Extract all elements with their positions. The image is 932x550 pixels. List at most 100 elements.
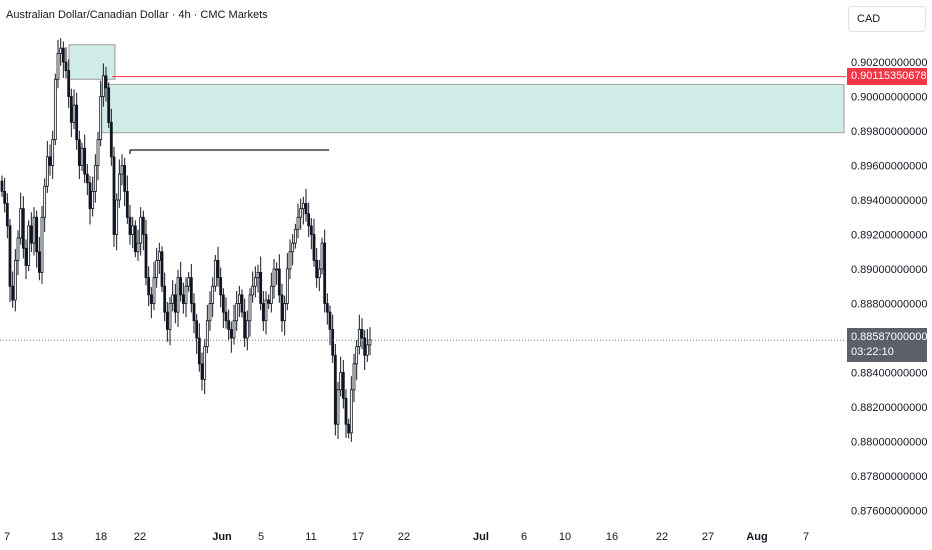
candle-body xyxy=(285,268,289,304)
candle-body xyxy=(141,216,145,235)
candle-body xyxy=(107,87,111,123)
candle-body xyxy=(160,251,164,287)
candle-body xyxy=(216,259,220,279)
candle-body xyxy=(123,165,127,192)
candle-body xyxy=(99,96,103,141)
candle-body xyxy=(261,303,265,322)
candle-body xyxy=(83,147,87,175)
candle-body xyxy=(112,156,116,235)
candle-body xyxy=(181,294,185,304)
candle-body xyxy=(320,242,324,270)
candle-body xyxy=(208,303,212,322)
candle-body xyxy=(53,78,57,141)
candle-body xyxy=(315,259,319,279)
candle-body xyxy=(211,285,215,304)
candle-body xyxy=(245,320,249,339)
candle-body xyxy=(323,242,327,304)
candle-body xyxy=(360,328,364,339)
candle-body xyxy=(264,299,268,322)
y-tick-label: 0.89200000000 xyxy=(851,230,927,242)
candle-body xyxy=(280,294,284,322)
candle-body xyxy=(227,320,231,330)
candle-body xyxy=(288,251,292,270)
x-tick-label: Aug xyxy=(746,531,767,543)
candle-body xyxy=(192,303,196,322)
candle-body xyxy=(115,199,119,235)
candle-body xyxy=(283,303,287,322)
y-tick-label: 0.87800000000 xyxy=(851,471,927,483)
candle-body xyxy=(296,216,300,230)
candle-body xyxy=(221,294,225,313)
candle-body xyxy=(165,311,169,330)
candle-body xyxy=(149,294,153,304)
candle-body xyxy=(269,285,273,304)
candle-body xyxy=(8,225,12,287)
candle-body xyxy=(219,277,223,296)
x-tick-label: 13 xyxy=(51,531,63,543)
candle-body xyxy=(19,208,23,239)
candle-body xyxy=(197,337,201,365)
candle-body xyxy=(133,225,137,253)
candle-body xyxy=(96,139,100,166)
candle-body xyxy=(235,303,239,322)
candle-body xyxy=(355,346,359,365)
candle-body xyxy=(61,47,65,63)
x-tick-label: 10 xyxy=(559,531,571,543)
candle-body xyxy=(205,320,209,348)
candle-body xyxy=(5,203,9,227)
candle-body xyxy=(93,165,97,192)
candle-body xyxy=(27,225,31,266)
y-tick-label: 0.90000000000 xyxy=(851,92,927,104)
candle-body xyxy=(309,225,313,235)
current-price-tag: 0.88587000000 03:22:10 xyxy=(847,328,927,362)
x-tick-label: 17 xyxy=(352,531,364,543)
candle-body xyxy=(328,311,332,330)
countdown-timer: 03:22:10 xyxy=(851,346,894,358)
y-tick-label: 0.88400000000 xyxy=(851,368,927,380)
candle-body xyxy=(120,165,124,175)
candle-body xyxy=(144,234,148,279)
currency-button[interactable]: CAD xyxy=(848,6,926,32)
candle-body xyxy=(365,344,369,356)
candle-body xyxy=(237,294,241,304)
candle-body xyxy=(195,320,199,339)
candle-body xyxy=(67,70,71,97)
candle-body xyxy=(85,173,89,184)
candle-body xyxy=(11,285,15,301)
candle-body xyxy=(291,242,295,253)
candle-body xyxy=(125,190,129,218)
chart-title: Australian Dollar/Canadian Dollar · 4h ·… xyxy=(6,9,268,21)
candle-body xyxy=(128,216,132,235)
candle-body xyxy=(368,339,372,346)
candle-body xyxy=(267,299,271,304)
x-tick-label: 27 xyxy=(702,531,714,543)
candle-body xyxy=(203,346,207,380)
candle-body xyxy=(317,268,321,279)
candle-body xyxy=(347,423,351,434)
candle-body xyxy=(336,389,340,425)
x-tick-label: 7 xyxy=(4,531,10,543)
x-tick-label: 6 xyxy=(521,531,527,543)
candle-body xyxy=(272,268,276,287)
x-tick-label: 7 xyxy=(803,531,809,543)
candle-body xyxy=(304,203,308,215)
candle-body xyxy=(200,363,204,380)
candle-body xyxy=(331,328,335,356)
supply-zone-upper xyxy=(68,44,116,80)
candle-body xyxy=(184,285,188,304)
candle-body xyxy=(333,354,337,425)
candle-body xyxy=(339,372,343,391)
candle-body xyxy=(213,259,217,287)
candle-body xyxy=(243,311,247,339)
candle-body xyxy=(229,328,233,339)
candle-body xyxy=(173,294,177,313)
candle-body xyxy=(3,190,7,204)
candle-body xyxy=(59,47,63,54)
candle-body xyxy=(163,285,167,313)
candle-body xyxy=(157,251,161,261)
candle-body xyxy=(147,277,151,296)
candle-body xyxy=(21,208,25,249)
candle-body xyxy=(259,272,263,304)
candle-body xyxy=(43,185,47,218)
